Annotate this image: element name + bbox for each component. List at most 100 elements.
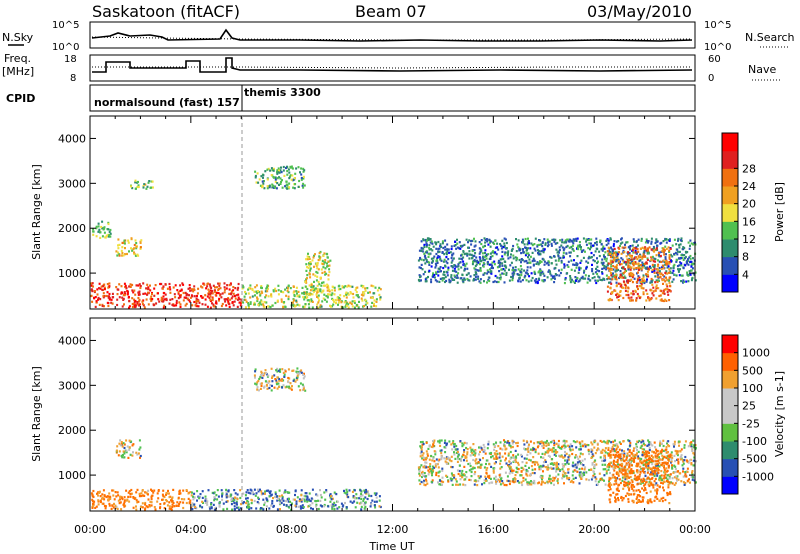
power-data-cell	[326, 253, 329, 256]
power-data-cell	[450, 256, 453, 259]
power-data-cell	[662, 240, 665, 243]
power-data-cell	[239, 304, 242, 307]
power-data-cell	[594, 279, 597, 282]
velocity-data-cell	[522, 468, 525, 471]
power-data-cell	[577, 271, 580, 274]
velocity-data-cell	[422, 452, 425, 455]
velocity-data-cell	[292, 379, 295, 382]
power-data-cell	[331, 289, 334, 292]
power-data-cell	[154, 284, 157, 287]
power-data-cell	[644, 266, 647, 269]
velocity-data-cell	[538, 468, 541, 471]
velocity-data-cell	[604, 447, 607, 450]
power-data-cell	[634, 249, 637, 253]
velocity-data-cell	[525, 471, 528, 474]
power-data-cell	[266, 290, 269, 293]
power-data-cell	[537, 253, 540, 256]
power-data-cell	[508, 279, 511, 282]
power-data-cell	[646, 257, 649, 260]
velocity-data-cell	[131, 454, 134, 457]
power-data-cell	[422, 259, 425, 262]
power-data-cell	[627, 253, 630, 256]
power-data-cell	[474, 264, 477, 268]
power-data-cell	[172, 286, 175, 289]
velocity-data-cell	[147, 489, 150, 492]
velocity-data-cell	[498, 456, 501, 459]
power-data-cell	[135, 187, 137, 190]
velocity-data-cell	[91, 498, 94, 501]
velocity-data-cell	[139, 454, 142, 458]
power-data-cell	[462, 251, 465, 254]
power-data-cell	[551, 238, 554, 241]
power-data-cell	[622, 266, 625, 269]
power-data-cell	[451, 269, 454, 272]
power-data-cell	[462, 260, 465, 263]
velocity-data-cell	[554, 450, 557, 453]
power-data-cell	[622, 280, 625, 283]
power-data-cell	[333, 300, 335, 303]
power-data-cell	[646, 239, 648, 242]
power-data-cell	[631, 244, 634, 247]
power-data-cell	[624, 243, 626, 246]
velocity-data-cell	[545, 466, 548, 469]
power-data-cell	[439, 257, 442, 260]
velocity-data-cell	[527, 445, 530, 448]
velocity-data-cell	[579, 442, 582, 445]
power-data-cell	[433, 276, 436, 279]
power-data-cell	[542, 280, 545, 283]
velocity-data-cell	[495, 455, 498, 459]
velocity-data-cell	[626, 452, 629, 455]
power-data-cell	[305, 278, 308, 281]
velocity-data-cell	[340, 502, 343, 505]
power-data-cell	[517, 239, 520, 242]
velocity-data-cell	[201, 490, 204, 493]
power-data-cell	[145, 187, 148, 190]
power-data-cell	[665, 299, 668, 302]
power-data-cell	[635, 299, 638, 302]
velocity-data-cell	[690, 475, 693, 478]
velocity-data-cell	[419, 441, 422, 444]
power-data-cell	[612, 254, 614, 257]
power-data-cell	[623, 270, 626, 273]
power-data-cell	[225, 287, 228, 290]
power-data-cell	[591, 270, 594, 273]
velocity-data-cell	[191, 491, 193, 494]
power-data-cell	[331, 292, 334, 295]
power-data-cell	[686, 251, 689, 254]
power-data-cell	[345, 293, 348, 296]
power-data-cell	[282, 165, 285, 169]
power-data-cell	[539, 239, 542, 242]
power-data-cell	[98, 282, 101, 285]
power-data-cell	[131, 187, 134, 190]
power-data-cell	[428, 253, 431, 256]
velocity-data-cell	[507, 464, 509, 467]
velocity-data-cell	[585, 478, 588, 481]
velocity-data-cell	[549, 462, 552, 465]
power-data-cell	[687, 259, 690, 262]
power-data-cell	[683, 280, 685, 283]
velocity-data-cell	[466, 453, 469, 456]
power-data-cell	[306, 274, 309, 277]
velocity-data-cell	[572, 477, 575, 480]
velocity-data-cell	[483, 479, 486, 482]
power-data-cell	[598, 276, 601, 279]
velocity-data-cell	[294, 380, 297, 383]
velocity-data-cell	[103, 498, 106, 501]
power-data-cell	[260, 175, 263, 178]
velocity-data-cell	[485, 471, 488, 474]
velocity-data-cell	[256, 388, 259, 391]
power-data-cell	[683, 246, 686, 250]
power-data-cell	[561, 238, 564, 241]
velocity-data-cell	[138, 492, 141, 495]
power-data-cell	[672, 266, 675, 269]
power-data-cell	[242, 286, 245, 289]
power-ytick-label: 3000	[58, 177, 86, 190]
velocity-data-cell	[602, 468, 605, 471]
power-data-cell	[101, 220, 104, 223]
power-data-cell	[511, 276, 514, 280]
velocity-data-cell	[670, 458, 673, 461]
power-data-cell	[483, 256, 486, 259]
power-data-cell	[323, 270, 326, 273]
freq-left-tick-top: 18	[64, 54, 77, 65]
velocity-data-cell	[604, 441, 607, 444]
